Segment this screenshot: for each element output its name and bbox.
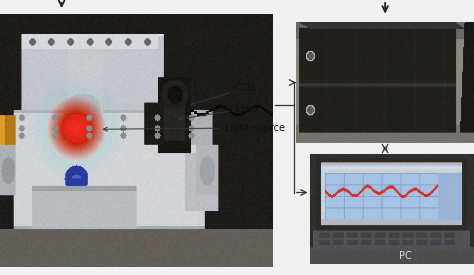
Text: Lens: Lens [179,104,257,120]
Text: controller: controller [377,61,424,71]
Text: Light source: Light source [103,123,285,133]
Text: CCD: CCD [191,83,256,105]
Text: PC: PC [399,251,411,261]
